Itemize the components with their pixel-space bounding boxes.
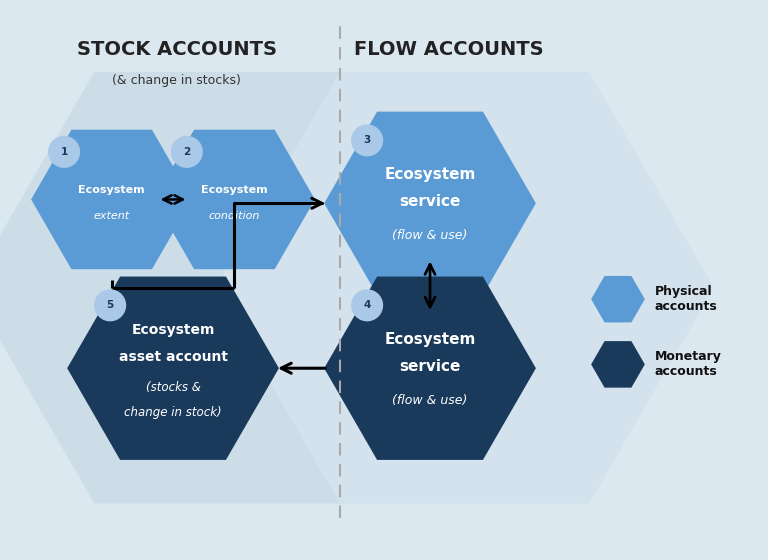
Text: FLOW ACCOUNTS: FLOW ACCOUNTS (354, 40, 544, 59)
Text: extent: extent (94, 211, 130, 221)
Text: 5: 5 (107, 300, 114, 310)
Polygon shape (31, 130, 192, 269)
Circle shape (352, 125, 382, 156)
Polygon shape (67, 277, 279, 460)
Text: (flow & use): (flow & use) (392, 394, 468, 407)
Polygon shape (324, 111, 536, 295)
Text: Monetary
accounts: Monetary accounts (655, 351, 722, 379)
Polygon shape (0, 72, 468, 503)
Text: (stocks &: (stocks & (146, 381, 200, 394)
Text: 2: 2 (184, 147, 190, 157)
Text: Ecosystem: Ecosystem (384, 332, 475, 347)
Text: service: service (399, 194, 461, 209)
Text: change in stock): change in stock) (124, 406, 222, 419)
Polygon shape (324, 277, 536, 460)
Circle shape (171, 137, 202, 167)
Text: STOCK ACCOUNTS: STOCK ACCOUNTS (77, 40, 277, 59)
Text: (& change in stocks): (& change in stocks) (112, 74, 241, 87)
Text: 1: 1 (61, 147, 68, 157)
Text: Ecosystem: Ecosystem (78, 185, 145, 195)
Text: 3: 3 (363, 136, 371, 146)
Text: Ecosystem: Ecosystem (131, 323, 215, 337)
Circle shape (94, 290, 125, 321)
Polygon shape (591, 341, 645, 388)
Circle shape (48, 137, 79, 167)
Text: asset account: asset account (118, 349, 227, 363)
Text: Physical
accounts: Physical accounts (655, 285, 717, 313)
Text: 4: 4 (363, 300, 371, 310)
Text: Ecosystem: Ecosystem (201, 185, 268, 195)
Text: Ecosystem: Ecosystem (384, 167, 475, 181)
Text: condition: condition (209, 211, 260, 221)
Circle shape (352, 290, 382, 321)
Polygon shape (591, 276, 645, 323)
Polygon shape (215, 72, 714, 503)
Polygon shape (154, 130, 315, 269)
Text: service: service (399, 359, 461, 374)
Text: (flow & use): (flow & use) (392, 229, 468, 242)
